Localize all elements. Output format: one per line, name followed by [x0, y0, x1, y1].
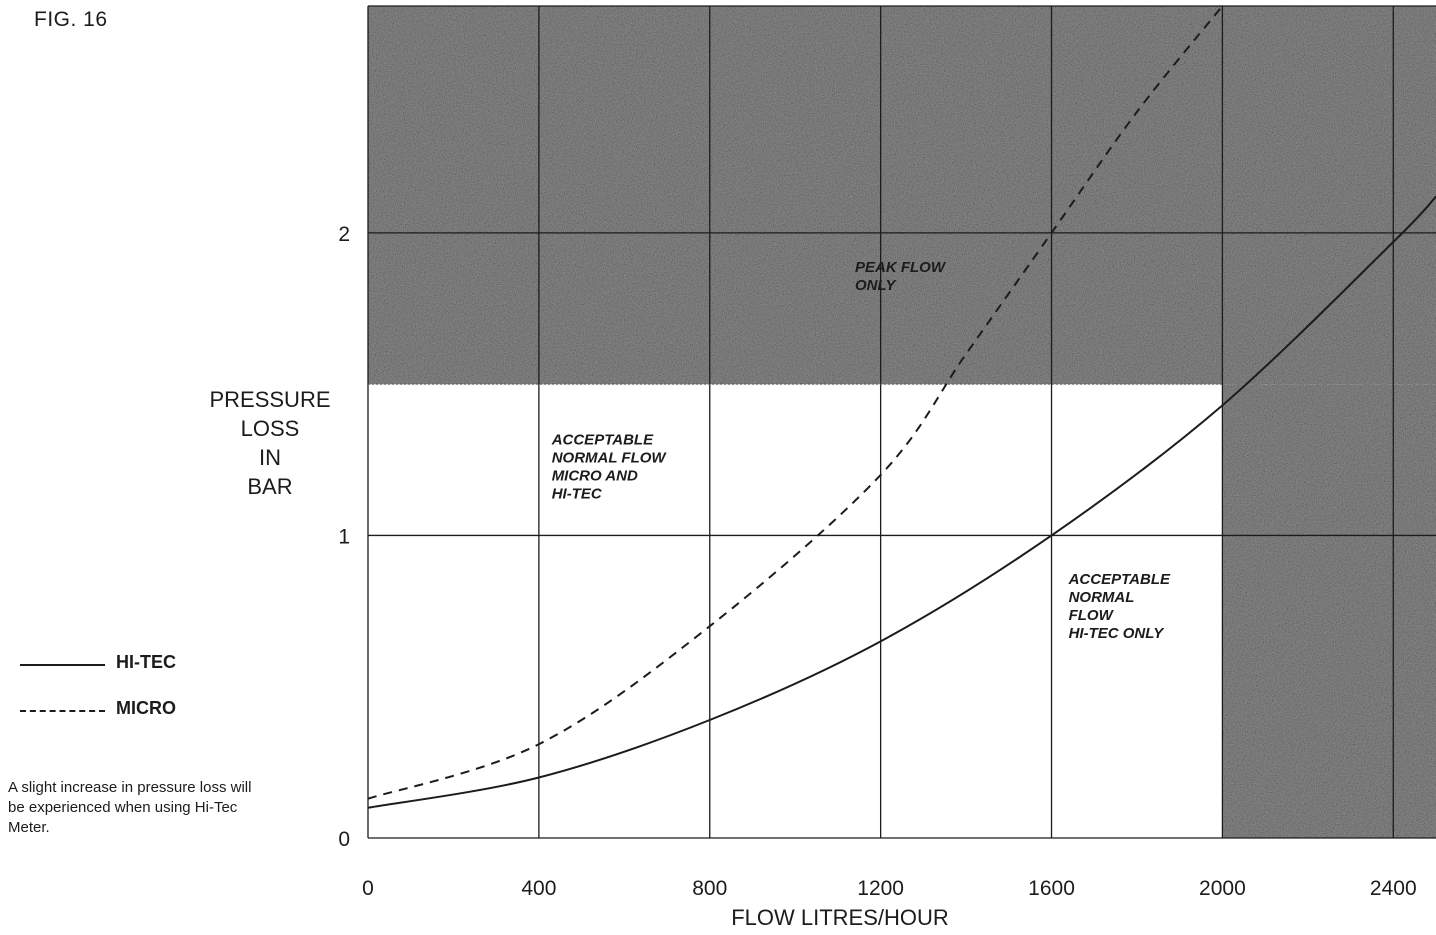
region-label-line: PEAK FLOW: [855, 259, 947, 276]
region-label-line: NORMAL: [1069, 589, 1135, 606]
x-tick-label: 400: [521, 877, 556, 900]
data-series: [367, 5, 1436, 809]
y-tick-label: 2: [338, 223, 350, 246]
legend-item-hi-tec: HI-TEC: [20, 652, 240, 678]
region-label-line: MICRO AND: [552, 468, 638, 485]
y-tick-label: 1: [338, 525, 350, 548]
region-label-line: HI-TEC: [552, 486, 603, 503]
note-text: A slight increase in pressure loss will …: [8, 779, 252, 836]
region-label-line: FLOW: [1069, 607, 1115, 624]
series-line-micro: [367, 5, 1224, 800]
legend-dashed-line-swatch: [20, 710, 105, 712]
y-axis-label-line: LOSS: [240, 416, 300, 441]
tick-labels: 0 400 800 1200 1600 2000 2400 0 1 2: [338, 223, 1416, 900]
legend-label-hi-tec: HI-TEC: [116, 652, 176, 672]
x-tick-label: 2000: [1199, 877, 1246, 900]
x-axis-label: FLOW LITRES/HOUR: [731, 905, 949, 930]
x-tick-label: 2400: [1370, 877, 1417, 900]
shaded-region: [1222, 384, 1436, 838]
x-tick-label: 1200: [857, 877, 904, 900]
legend-solid-line-swatch: [20, 664, 105, 666]
region-label-line: ACCEPTABLE: [1068, 571, 1171, 588]
legend: HI-TEC MICRO: [20, 652, 220, 727]
region-label-line: HI-TEC ONLY: [1069, 625, 1166, 642]
legend-label-micro: MICRO: [116, 698, 176, 718]
region-label: PEAK FLOW ONLY: [855, 259, 947, 294]
x-tick-label: 800: [692, 877, 727, 900]
y-axis-label-line: BAR: [247, 474, 293, 499]
region-label-line: ACCEPTABLE: [551, 432, 654, 449]
y-axis-label: PRESSURE LOSS IN BAR: [190, 385, 350, 501]
region-label-line: ONLY: [855, 277, 898, 294]
x-tick-label: 0: [362, 877, 374, 900]
region-label: ACCEPTABLE NORMAL FLOW MICRO AND HI-TEC: [551, 432, 668, 503]
region-label-line: NORMAL FLOW: [552, 450, 668, 467]
legend-item-micro: MICRO: [20, 698, 240, 724]
x-tick-label: 1600: [1028, 877, 1075, 900]
shaded-region: [368, 6, 1436, 385]
series-line-hi-tec: [367, 195, 1436, 809]
shaded-regions: [368, 6, 1436, 838]
y-axis-label-line: IN: [259, 445, 281, 470]
grid: [367, 5, 1436, 839]
y-tick-label: 0: [338, 828, 350, 851]
y-axis-label-line: PRESSURE: [209, 387, 331, 412]
figure-label: FIG. 16: [34, 8, 108, 31]
region-label: ACCEPTABLE NORMAL FLOW HI-TEC ONLY: [1068, 571, 1171, 642]
